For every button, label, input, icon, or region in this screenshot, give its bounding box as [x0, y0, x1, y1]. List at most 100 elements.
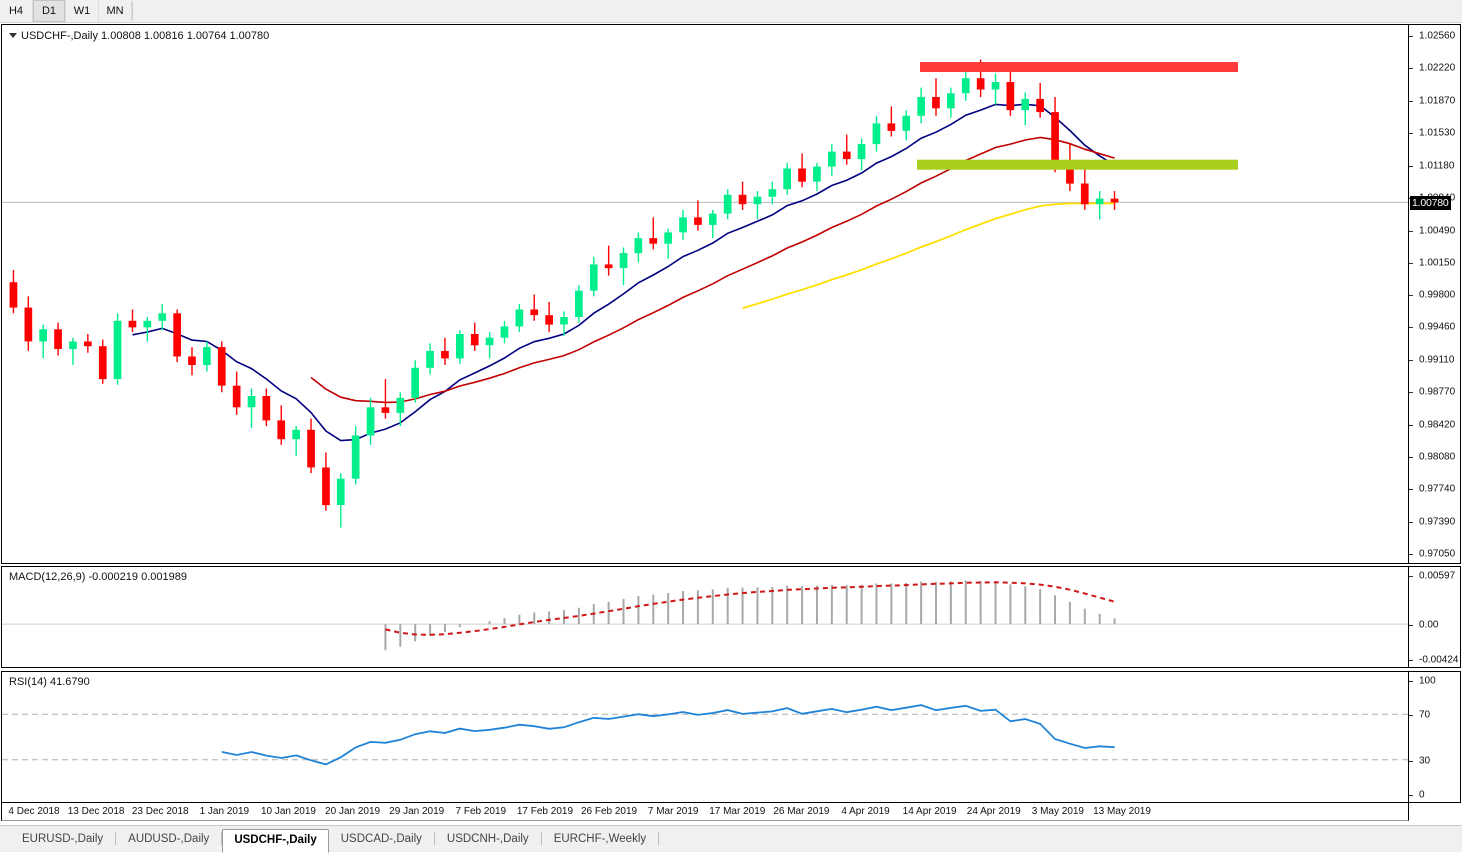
price-axis-label: 0.98420 — [1419, 419, 1456, 431]
price-axis-label: 0.97740 — [1419, 483, 1456, 495]
price-axis-label: 0.98080 — [1419, 451, 1456, 463]
price-axis-tick — [1409, 522, 1413, 524]
price-axis-tick — [1409, 425, 1413, 427]
date-axis-label: 17 Feb 2019 — [516, 806, 574, 817]
current-price-label: 1.00780 — [1410, 196, 1451, 211]
price-axis-tick — [1409, 489, 1413, 491]
price-axis-label: 0.98770 — [1419, 386, 1456, 398]
price-axis-label: 0.97050 — [1419, 548, 1456, 560]
macd-axis: 0.00597 0.00 -0.00424 — [1409, 566, 1461, 668]
rsi-axis-tick — [1409, 760, 1413, 762]
rsi-axis-label: 100 — [1419, 675, 1436, 687]
tab-divider — [433, 832, 435, 845]
tab-audusd-daily-label: AUDUSD-,Daily — [128, 833, 210, 845]
macd-axis-tick — [1409, 625, 1413, 627]
price-axis-tick — [1409, 262, 1413, 264]
tab-usdchf-daily[interactable]: USDCHF-,Daily — [222, 829, 329, 853]
date-axis-label: 4 Apr 2019 — [841, 806, 890, 817]
timeframe-mn-label: MN — [106, 5, 124, 17]
tab-usdcnh-daily[interactable]: USDCNH-,Daily — [435, 828, 541, 852]
price-axis-label: 0.99800 — [1419, 289, 1456, 301]
rsi-legend-text: RSI(14) 41.6790 — [9, 676, 90, 688]
tab-usdcad-daily-label: USDCAD-,Daily — [340, 833, 422, 845]
date-axis-label: 10 Jan 2019 — [260, 806, 316, 817]
price-axis-tick — [1409, 360, 1413, 362]
macd-axis-label: 0.00 — [1419, 619, 1439, 631]
macd-panel[interactable] — [1, 566, 1409, 668]
macd-axis-tick — [1409, 660, 1413, 661]
price-axis-tick — [1409, 554, 1413, 555]
date-axis-label: 13 May 2019 — [1093, 806, 1151, 817]
date-axis-label: 29 Jan 2019 — [389, 806, 445, 817]
price-axis-tick — [1409, 36, 1413, 37]
date-axis-label: 17 Mar 2019 — [709, 806, 766, 817]
timeframe-toolbar: H4 D1 W1 MN — [0, 0, 1462, 23]
rsi-canvas — [2, 704, 1408, 766]
tab-usdcad-daily[interactable]: USDCAD-,Daily — [329, 828, 434, 852]
price-axis[interactable]: 1.025601.022201.018701.015301.011801.008… — [1409, 24, 1461, 564]
date-axis[interactable]: 4 Dec 2018 13 Dec 2018 23 Dec 2018 1 Jan 20… — [1, 803, 1409, 821]
rsi-axis-tick — [1409, 715, 1413, 717]
tab-eurusd-daily-label: EURUSD-,Daily — [22, 833, 104, 845]
price-axis-tick — [1409, 100, 1413, 102]
date-axis-label: 23 Dec 2018 — [131, 806, 189, 817]
date-axis-label: 3 May 2019 — [1031, 806, 1085, 817]
price-axis-label: 0.99110 — [1419, 354, 1455, 366]
macd-legend-text: MACD(12,26,9) -0.000219 0.001989 — [9, 571, 187, 583]
tab-eurchf-weekly[interactable]: EURCHF-,Weekly — [542, 828, 658, 852]
timeframe-w1[interactable]: W1 — [66, 0, 99, 22]
price-chart-legend: USDCHF-,Daily 1.00808 1.00816 1.00764 1.… — [9, 30, 269, 42]
price-axis-tick — [1409, 327, 1413, 329]
rsi-axis-tick — [1409, 795, 1413, 796]
chart-menu-caret-icon[interactable] — [9, 32, 17, 38]
tab-divider — [115, 832, 117, 845]
timeframe-mn[interactable]: MN — [99, 0, 132, 22]
date-axis-label: 1 Jan 2019 — [199, 806, 250, 817]
price-axis-label: 1.02560 — [1419, 30, 1456, 42]
timeframe-h4[interactable]: H4 — [0, 0, 33, 22]
price-axis-tick — [1409, 132, 1413, 134]
timeframe-h4-label: H4 — [8, 5, 24, 17]
date-axis-label: 13 Dec 2018 — [67, 806, 125, 817]
tab-audusd-daily[interactable]: AUDUSD-,Daily — [116, 828, 221, 852]
tab-divider — [658, 832, 660, 845]
price-axis-label: 1.02220 — [1419, 62, 1456, 74]
macd-axis-label: -0.00424 — [1419, 654, 1459, 666]
rsi-legend: RSI(14) 41.6790 — [9, 676, 90, 688]
price-axis-tick — [1409, 165, 1413, 167]
timeframe-w1-label: W1 — [73, 5, 91, 17]
price-axis-tick — [1409, 67, 1413, 69]
date-axis-label: 26 Feb 2019 — [580, 806, 638, 817]
rsi-panel[interactable] — [1, 671, 1409, 803]
price-legend-text: USDCHF-,Daily 1.00808 1.00816 1.00764 1.… — [21, 30, 270, 42]
rsi-axis-label: 0 — [1419, 789, 1425, 801]
date-axis-label: 20 Jan 2019 — [325, 806, 381, 817]
macd-canvas — [2, 580, 1408, 651]
price-axis-tick — [1409, 295, 1413, 297]
toolbar-divider — [132, 2, 133, 20]
rsi-axis: 100 70 30 0 — [1409, 671, 1461, 803]
tab-usdcnh-daily-label: USDCNH-,Daily — [446, 833, 529, 845]
date-axis-label: 7 Mar 2019 — [647, 806, 699, 817]
price-axis-label: 1.00490 — [1419, 225, 1456, 237]
macd-legend: MACD(12,26,9) -0.000219 0.001989 — [9, 571, 187, 583]
timeframe-d1-label: D1 — [41, 5, 57, 17]
rsi-axis-label: 30 — [1419, 755, 1431, 767]
tab-eurusd-daily[interactable]: EURUSD-,Daily — [10, 828, 115, 852]
price-axis-label: 0.97390 — [1419, 516, 1456, 528]
date-axis-label: 24 Apr 2019 — [966, 806, 1021, 817]
date-axis-label: 7 Feb 2019 — [455, 806, 507, 817]
macd-axis-tick — [1409, 576, 1413, 577]
tab-eurchf-weekly-label: EURCHF-,Weekly — [553, 833, 647, 845]
tab-divider — [221, 832, 223, 845]
price-chart-panel[interactable] — [1, 24, 1409, 564]
price-chart-canvas — [2, 59, 1408, 528]
date-axis-label: 14 Apr 2019 — [902, 806, 957, 817]
timeframe-d1[interactable]: D1 — [33, 0, 66, 22]
price-axis-label: 1.01180 — [1419, 160, 1455, 172]
rsi-axis-label: 70 — [1419, 709, 1431, 721]
price-axis-label: 1.00150 — [1419, 257, 1456, 269]
rsi-axis-tick — [1409, 681, 1413, 682]
price-axis-tick — [1409, 392, 1413, 394]
